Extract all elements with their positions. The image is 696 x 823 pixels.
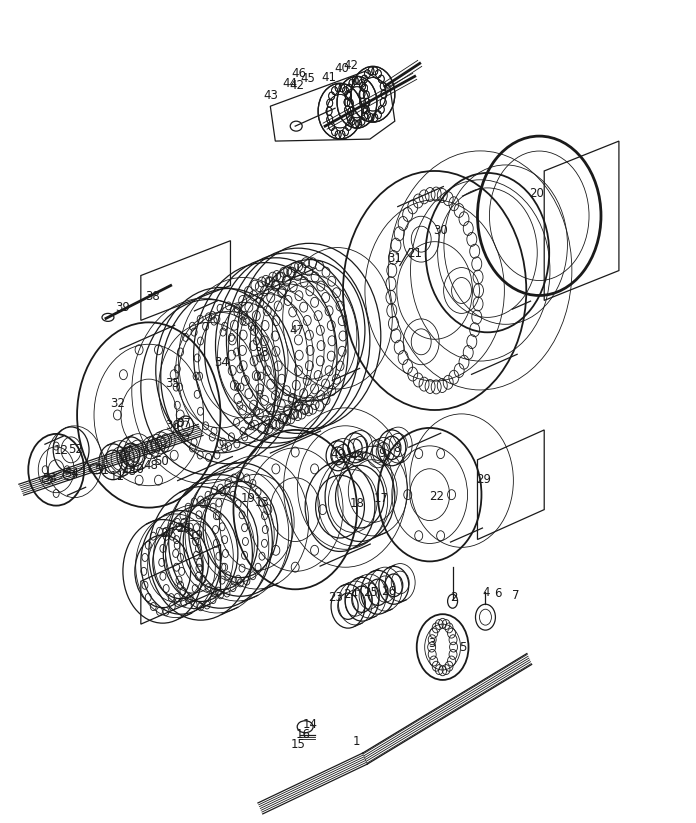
- Text: 37: 37: [176, 417, 191, 430]
- Text: 41: 41: [322, 71, 337, 84]
- Text: 53: 53: [42, 472, 56, 486]
- Text: 32: 32: [111, 397, 125, 410]
- Text: 17: 17: [373, 492, 388, 505]
- Text: 23: 23: [329, 591, 344, 604]
- Text: 49: 49: [331, 449, 345, 462]
- Text: 13: 13: [255, 496, 270, 509]
- Text: 27: 27: [160, 527, 175, 540]
- Text: 16: 16: [296, 728, 310, 742]
- Text: 26: 26: [381, 585, 396, 597]
- Text: 3: 3: [428, 636, 436, 649]
- Text: 20: 20: [529, 188, 544, 200]
- Text: 5: 5: [459, 640, 466, 653]
- Text: 25: 25: [363, 586, 379, 599]
- Text: 21: 21: [407, 247, 422, 260]
- Text: 11: 11: [109, 470, 125, 483]
- Text: 28: 28: [176, 522, 191, 535]
- Text: 36: 36: [165, 420, 180, 432]
- Text: 48: 48: [143, 459, 158, 472]
- Text: 54: 54: [63, 467, 79, 481]
- Text: 33: 33: [254, 346, 269, 359]
- Text: 2: 2: [450, 591, 457, 604]
- Text: 1: 1: [352, 735, 360, 748]
- Text: 34: 34: [214, 356, 229, 369]
- Text: 38: 38: [145, 290, 160, 303]
- Text: 40: 40: [335, 62, 349, 75]
- Text: 6: 6: [493, 587, 501, 600]
- Text: 9: 9: [378, 448, 386, 460]
- Text: 45: 45: [301, 72, 315, 85]
- Text: 43: 43: [264, 89, 278, 102]
- Text: 48: 48: [121, 465, 136, 478]
- Text: 18: 18: [349, 497, 365, 510]
- Text: 24: 24: [344, 588, 358, 601]
- Text: 7: 7: [512, 588, 519, 602]
- Text: 19: 19: [241, 492, 256, 505]
- Text: 19: 19: [189, 529, 204, 542]
- Text: 46: 46: [292, 67, 307, 80]
- Text: 4: 4: [483, 586, 490, 599]
- Text: 29: 29: [476, 473, 491, 486]
- Text: 50: 50: [155, 455, 169, 468]
- Text: 42: 42: [344, 59, 358, 72]
- Text: 14: 14: [303, 718, 317, 732]
- Text: 30: 30: [433, 224, 448, 237]
- Text: 31: 31: [388, 252, 402, 265]
- Text: 44: 44: [283, 77, 298, 90]
- Text: 47: 47: [290, 323, 305, 337]
- Text: 15: 15: [291, 738, 306, 751]
- Polygon shape: [141, 545, 221, 624]
- Polygon shape: [141, 240, 230, 320]
- Text: 42: 42: [290, 79, 305, 92]
- Text: 39: 39: [116, 301, 130, 314]
- Text: 35: 35: [166, 377, 180, 389]
- Text: 52: 52: [68, 444, 83, 456]
- Polygon shape: [544, 141, 619, 300]
- Text: 8: 8: [393, 442, 400, 455]
- Polygon shape: [270, 72, 395, 141]
- Text: 10: 10: [129, 463, 144, 477]
- Text: 49: 49: [349, 450, 365, 463]
- Text: 22: 22: [429, 491, 444, 503]
- Text: 12: 12: [54, 444, 69, 458]
- Text: 51: 51: [95, 464, 109, 477]
- Polygon shape: [477, 430, 544, 540]
